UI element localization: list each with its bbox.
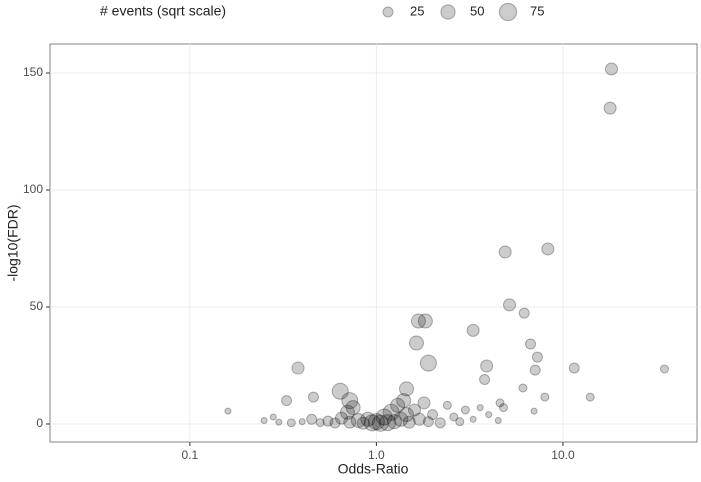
legend-key <box>498 2 518 22</box>
point <box>498 403 508 413</box>
point <box>460 405 470 415</box>
y-tick-label: 50 <box>30 299 44 313</box>
point <box>449 412 459 422</box>
point <box>269 413 277 421</box>
point <box>334 411 348 425</box>
point <box>408 335 424 351</box>
x-tick-label: 1.0 <box>368 448 385 462</box>
point <box>540 392 550 402</box>
y-tick-label: 150 <box>23 65 43 79</box>
point <box>494 416 502 424</box>
legend-label: 25 <box>410 3 424 18</box>
point <box>480 359 494 373</box>
point <box>275 418 283 426</box>
point <box>455 417 465 427</box>
legend-title: # events (sqrt scale) <box>100 3 226 19</box>
point <box>495 398 505 408</box>
point <box>422 416 434 428</box>
point <box>498 245 512 259</box>
point <box>286 418 296 428</box>
point <box>356 416 370 430</box>
point <box>390 397 406 413</box>
point <box>375 408 393 426</box>
point <box>530 407 538 415</box>
point <box>518 307 530 319</box>
point <box>410 313 426 329</box>
point <box>604 62 618 76</box>
point <box>469 415 477 423</box>
point <box>427 409 439 421</box>
point <box>531 351 543 363</box>
point <box>393 411 409 427</box>
point <box>379 414 397 432</box>
point <box>419 354 437 372</box>
point <box>529 364 541 376</box>
point <box>585 392 595 402</box>
point <box>417 313 433 329</box>
x-tick-label: 0.1 <box>181 448 198 462</box>
point <box>371 414 389 432</box>
y-tick-label: 0 <box>36 416 43 430</box>
legend-key <box>440 4 456 20</box>
point <box>322 415 334 427</box>
point <box>224 407 232 415</box>
point <box>363 414 381 432</box>
point <box>331 382 349 400</box>
point <box>399 381 415 397</box>
point <box>466 323 480 337</box>
point <box>568 362 580 374</box>
point <box>503 298 517 312</box>
point <box>281 395 293 407</box>
point <box>525 338 537 350</box>
point <box>360 411 376 427</box>
point <box>260 416 268 424</box>
point <box>659 364 669 374</box>
point <box>434 417 446 429</box>
point <box>291 361 305 375</box>
point <box>396 393 412 409</box>
legend-key <box>382 6 394 18</box>
x-tick-label: 10.0 <box>551 448 575 462</box>
point <box>603 101 617 115</box>
point <box>306 413 318 425</box>
x-axis-label: Odds-Ratio <box>338 461 409 477</box>
point <box>382 403 400 421</box>
point <box>412 412 426 426</box>
panel <box>49 43 698 443</box>
point <box>315 418 325 428</box>
legend-label: 50 <box>470 3 484 18</box>
point <box>386 414 402 430</box>
point <box>541 242 555 256</box>
y-tick-label: 100 <box>23 182 43 196</box>
point <box>307 391 319 403</box>
point <box>417 396 431 410</box>
point <box>298 418 306 426</box>
point <box>341 392 359 410</box>
point <box>329 417 341 429</box>
point <box>402 415 416 429</box>
point <box>340 404 356 420</box>
point <box>407 403 421 417</box>
point <box>350 412 366 428</box>
legend-label: 75 <box>530 3 544 18</box>
point <box>485 411 493 419</box>
point <box>367 413 385 431</box>
y-axis-label: -log10(FDR) <box>5 204 21 281</box>
point <box>399 407 415 423</box>
point <box>476 404 484 412</box>
point <box>343 415 357 429</box>
point <box>442 400 452 410</box>
point <box>518 383 528 393</box>
point <box>345 400 361 416</box>
point <box>479 374 491 386</box>
